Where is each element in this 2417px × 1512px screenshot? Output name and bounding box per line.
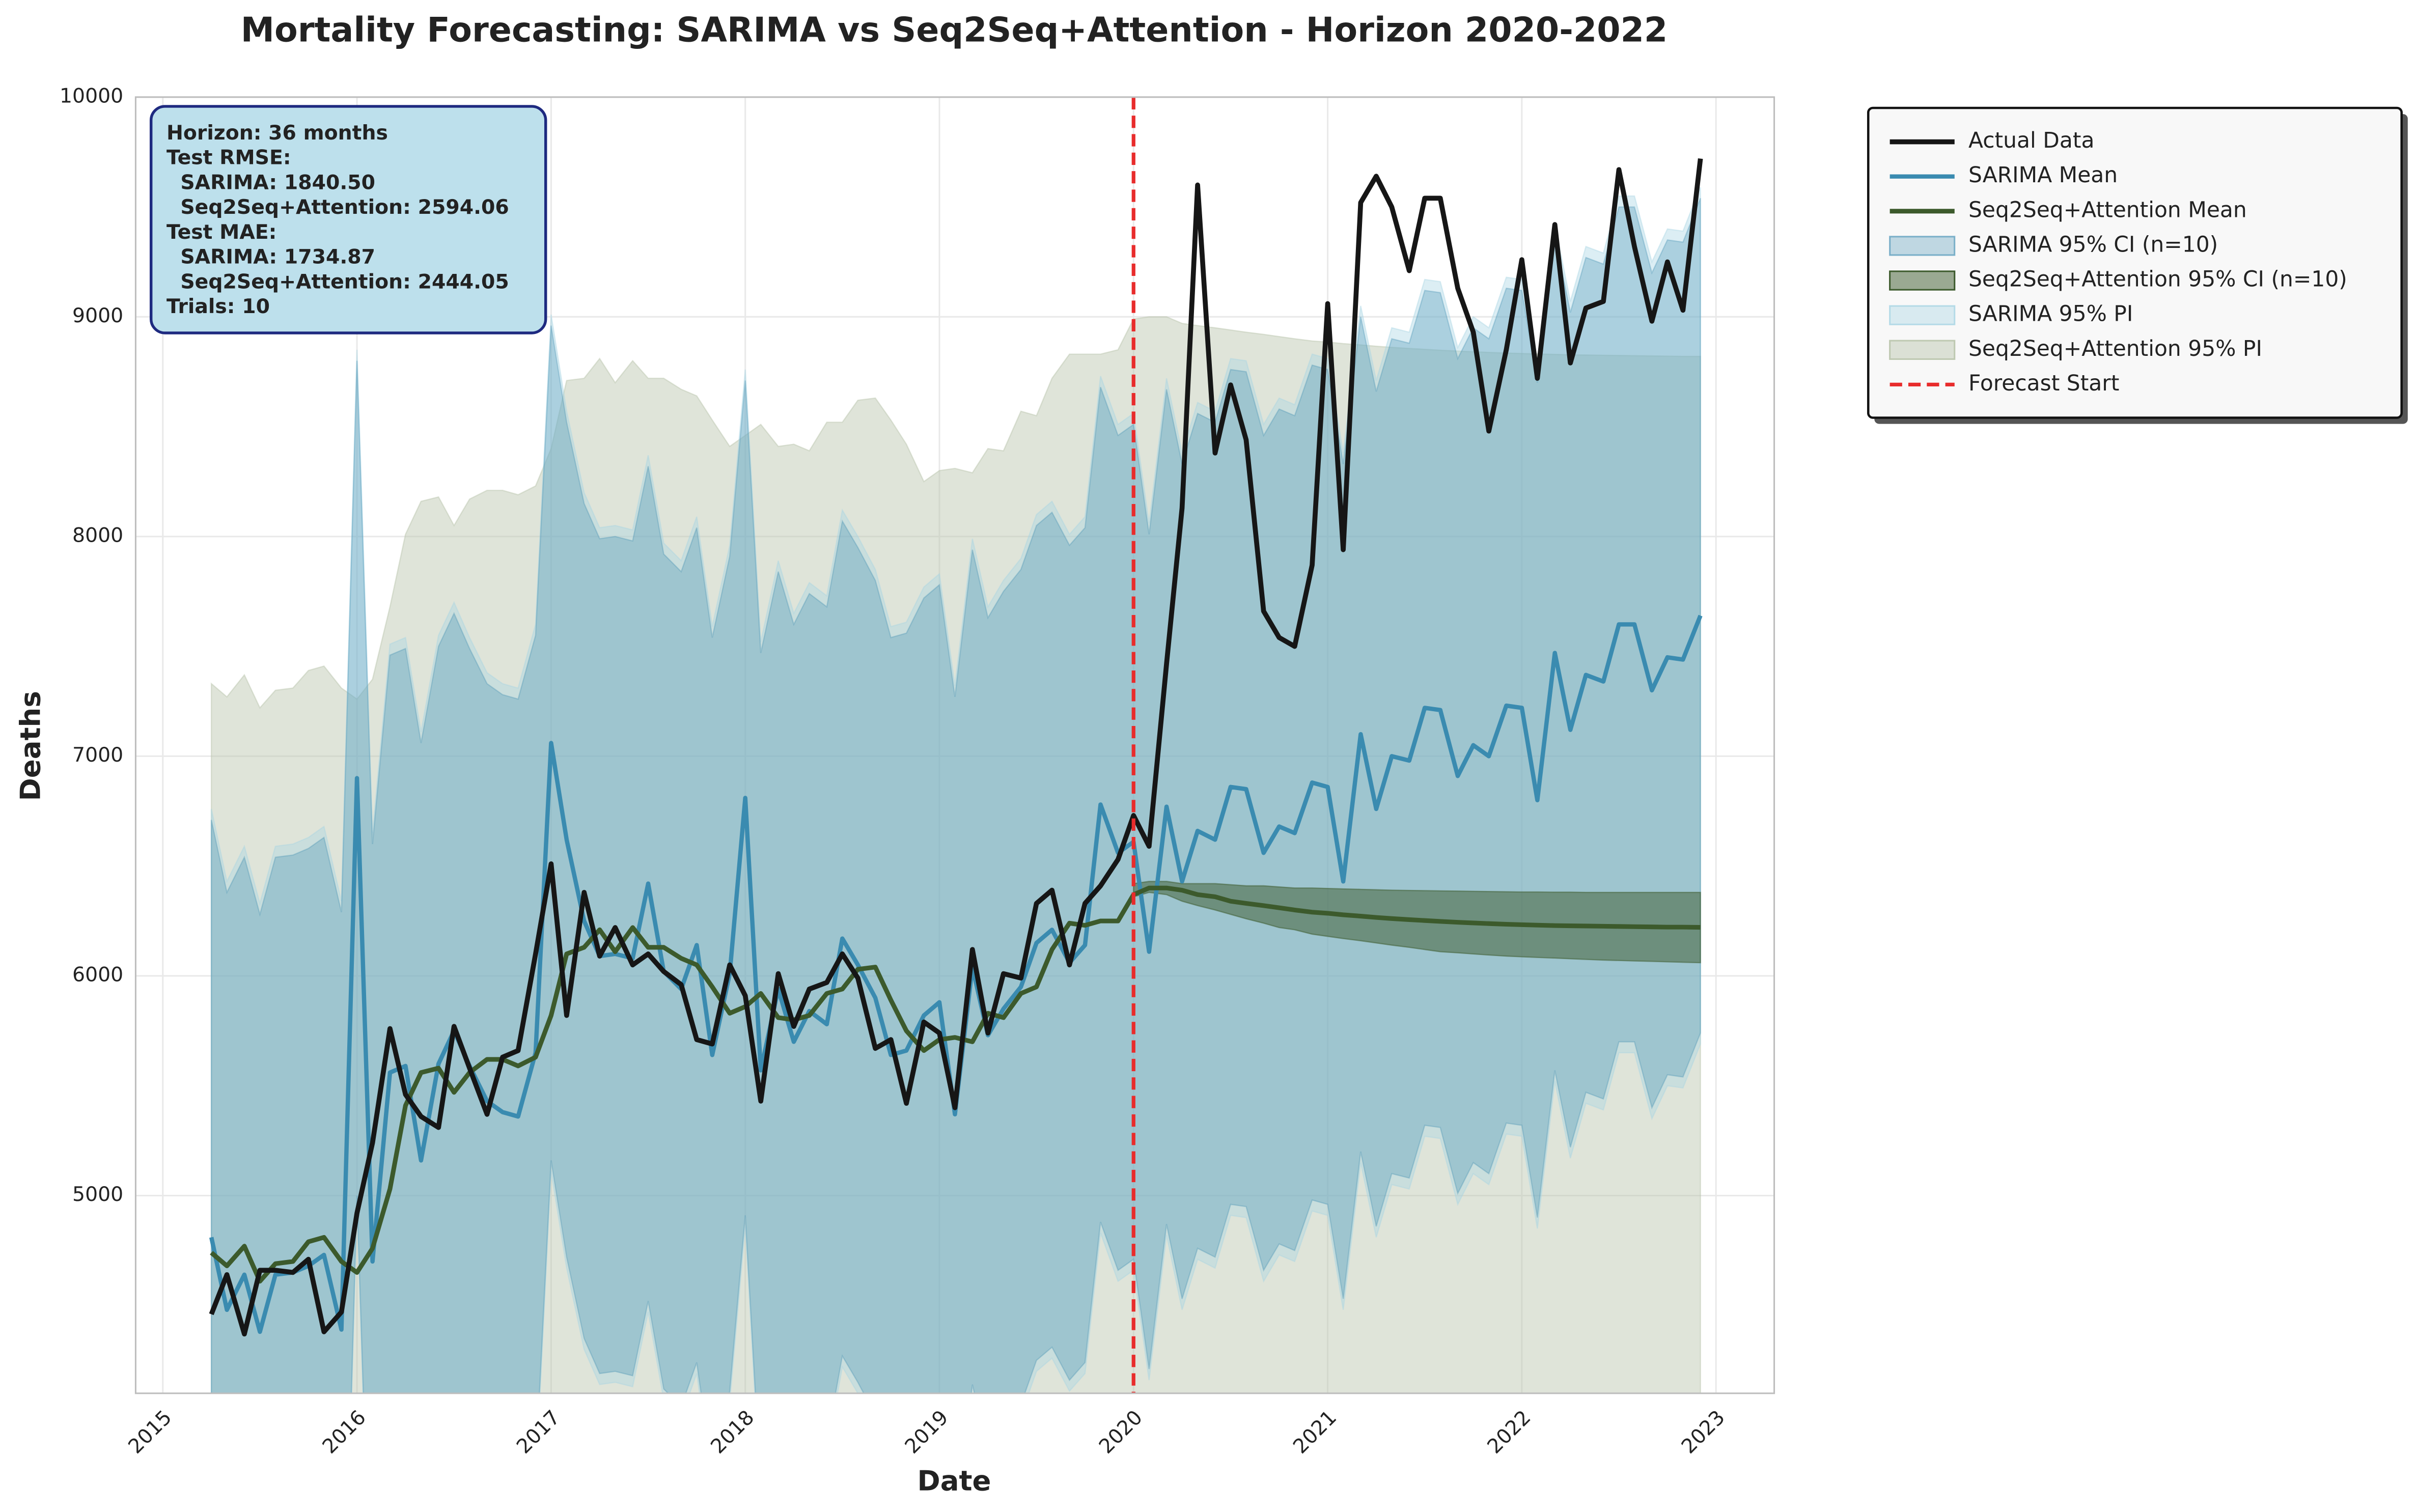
band <box>210 198 1701 1393</box>
annotation-line: Trials: 10 <box>166 295 270 318</box>
annotation-line: Test MAE: <box>166 220 276 244</box>
legend: Actual Data SARIMA Mean Seq2Seq+Attention … <box>1867 106 2408 424</box>
legend-label: SARIMA Mean <box>1968 162 2118 187</box>
legend-label: Actual Data <box>1968 128 2094 153</box>
annotation-line: SARIMA: 1734.87 <box>166 245 375 269</box>
annotation-line: Test RMSE: <box>166 146 291 170</box>
annotation-box <box>149 105 547 334</box>
legend-label: Forecast Start <box>1968 371 2119 396</box>
band <box>210 316 1701 1393</box>
legend-box <box>1867 106 2403 419</box>
legend-label: SARIMA 95% CI (n=10) <box>1968 232 2218 257</box>
line <box>210 885 1701 1284</box>
legend-label: SARIMA 95% PI <box>1968 301 2133 326</box>
x-axis-label: Date <box>917 1465 991 1497</box>
y-tick-label: 7000 <box>72 743 123 767</box>
legend-handle <box>1889 305 1956 325</box>
chart-title: Mortality Forecasting: SARIMA vs Seq2Seq… <box>241 10 1668 50</box>
plot-area <box>209 97 1703 1393</box>
plot-frame <box>134 96 1775 1394</box>
band <box>210 187 1701 1393</box>
legend-handle <box>1889 236 1956 256</box>
y-tick-label: 10000 <box>60 84 123 107</box>
legend-handle <box>1889 270 1956 291</box>
legend-label: Seq2Seq+Attention 95% PI <box>1968 336 2262 361</box>
y-tick-label: 6000 <box>72 963 123 986</box>
annotation-line: SARIMA: 1840.50 <box>166 171 375 194</box>
legend-label: Seq2Seq+Attention Mean <box>1968 197 2247 222</box>
annotation-line: Horizon: 36 months <box>166 121 388 145</box>
y-tick-label: 8000 <box>72 523 123 547</box>
annotation-line: Seq2Seq+Attention: 2594.06 <box>166 195 509 219</box>
line <box>209 158 1703 1337</box>
legend-label: Seq2Seq+Attention 95% CI (n=10) <box>1968 267 2347 292</box>
legend-handle <box>1889 340 1956 360</box>
y-tick-label: 5000 <box>72 1183 123 1206</box>
y-tick-label: 9000 <box>72 304 123 327</box>
y-axis-label: Deaths <box>14 691 47 801</box>
annotation-line: Seq2Seq+Attention: 2444.05 <box>166 270 509 293</box>
